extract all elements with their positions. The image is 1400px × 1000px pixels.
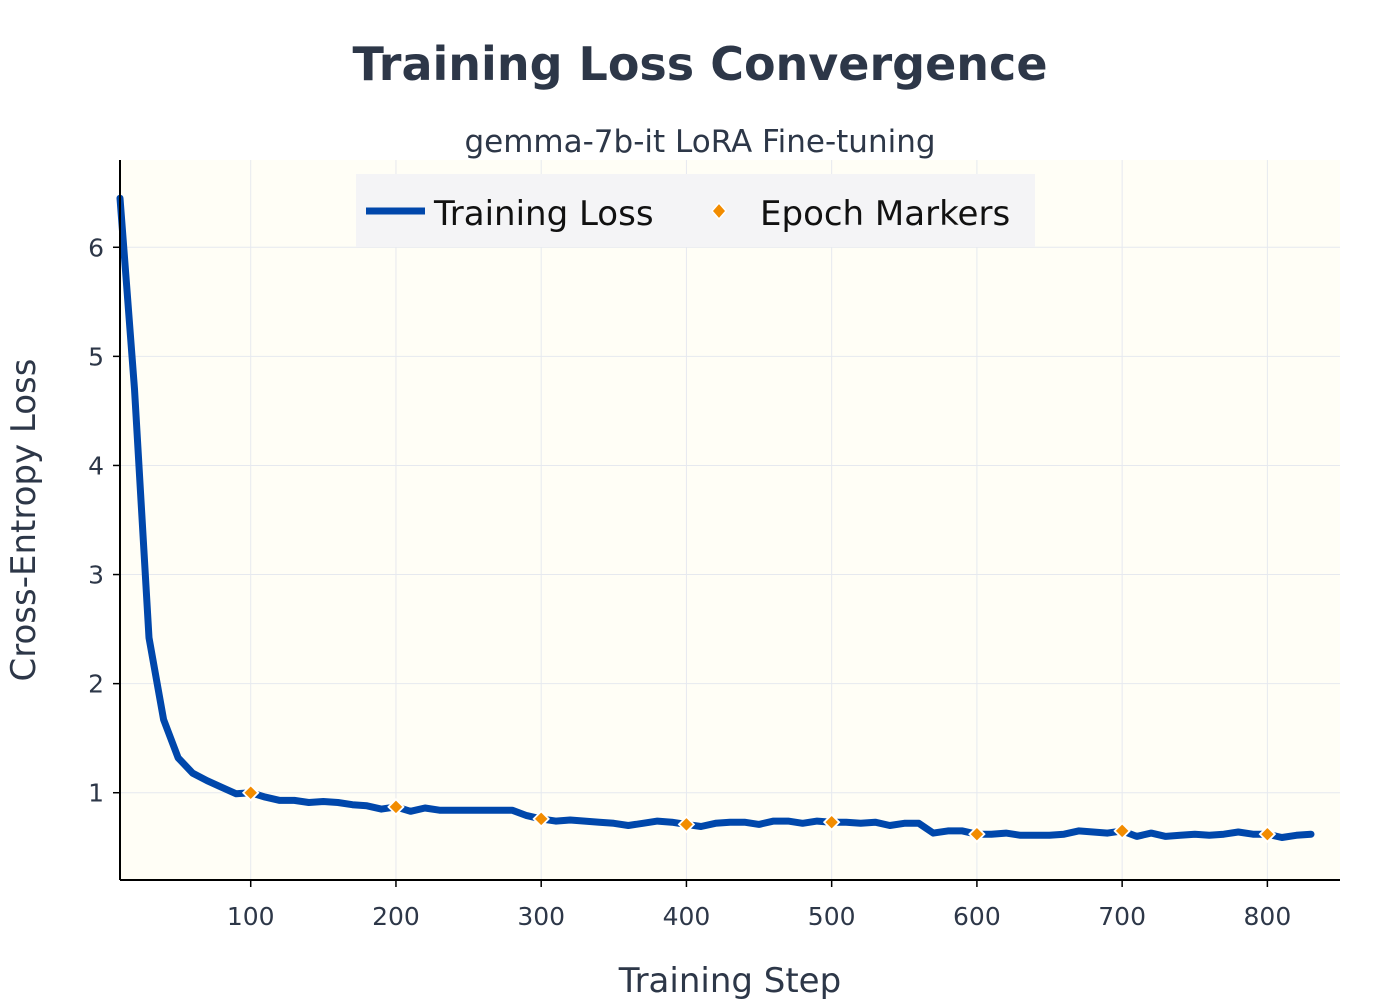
x-tick-label: 300 [517, 902, 565, 931]
epoch-marker-point [677, 815, 696, 834]
legend: Training Loss Epoch Markers [356, 174, 1035, 247]
series-layer [116, 194, 1315, 843]
x-tick-label: 600 [953, 902, 1001, 931]
series-training-loss-line [116, 194, 1315, 841]
x-tick-labels: 100 200 300 400 500 600 700 800 [227, 902, 1291, 931]
x-tick-label: 100 [227, 902, 275, 931]
axes [113, 160, 1340, 887]
epoch-marker-point [1258, 825, 1277, 843]
y-tick-label: 4 [88, 451, 104, 480]
legend-box [356, 174, 1035, 247]
y-tick-label: 3 [88, 561, 104, 590]
y-tick-label: 6 [88, 233, 104, 262]
chart-subtitle: gemma-7b-it LoRA Fine-tuning [464, 124, 935, 160]
x-tick-label: 400 [663, 902, 711, 931]
x-tick-label: 500 [808, 902, 856, 931]
legend-diamond-icon [711, 201, 727, 221]
x-tick-label: 700 [1098, 902, 1146, 931]
x-tick-label: 200 [372, 902, 420, 931]
grid [120, 160, 1340, 880]
x-axis-label: Training Step [618, 961, 841, 1000]
epoch-marker-point [387, 798, 405, 816]
y-tick-label: 2 [88, 670, 104, 699]
y-axis-label: Cross-Entropy Loss [4, 359, 44, 682]
legend-label-training-loss: Training Loss [433, 194, 654, 234]
chart-title: Training Loss Convergence [352, 37, 1047, 91]
epoch-marker-point [968, 825, 986, 843]
epoch-marker-point [241, 783, 260, 802]
legend-label-epoch-markers: Epoch Markers [760, 194, 1010, 234]
x-tick-label: 800 [1244, 902, 1292, 931]
epoch-marker-point [822, 813, 841, 831]
plot-area [120, 160, 1340, 880]
epoch-marker-point [1113, 822, 1131, 840]
y-tick-labels: 1 2 3 4 5 6 [88, 233, 104, 807]
y-tick-label: 1 [88, 779, 104, 808]
y-tick-label: 5 [88, 342, 104, 371]
epoch-marker-point [532, 810, 550, 828]
